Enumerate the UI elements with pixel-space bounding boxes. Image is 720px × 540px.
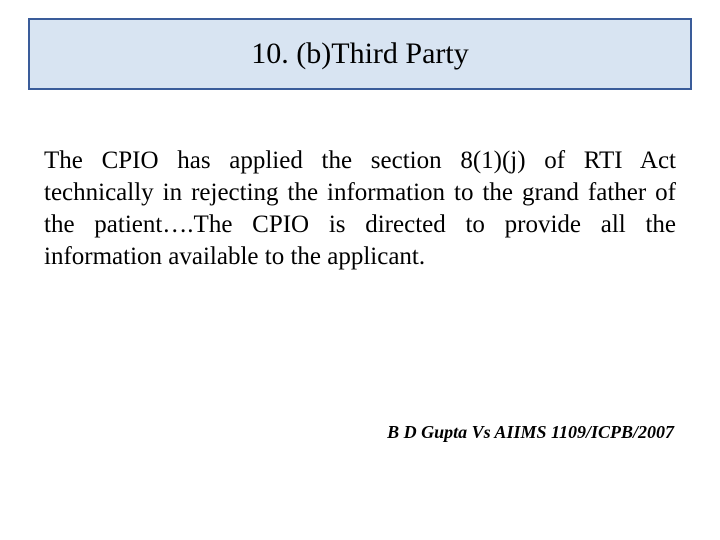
title-inner: 10. (b)Third Party xyxy=(30,20,690,88)
title-bar: 10. (b)Third Party xyxy=(28,18,692,90)
slide-title: 10. (b)Third Party xyxy=(251,37,468,71)
slide-citation: B D Gupta Vs AIIMS 1109/ICPB/2007 xyxy=(387,422,674,443)
slide-body-text: The CPIO has applied the section 8(1)(j)… xyxy=(44,145,676,273)
